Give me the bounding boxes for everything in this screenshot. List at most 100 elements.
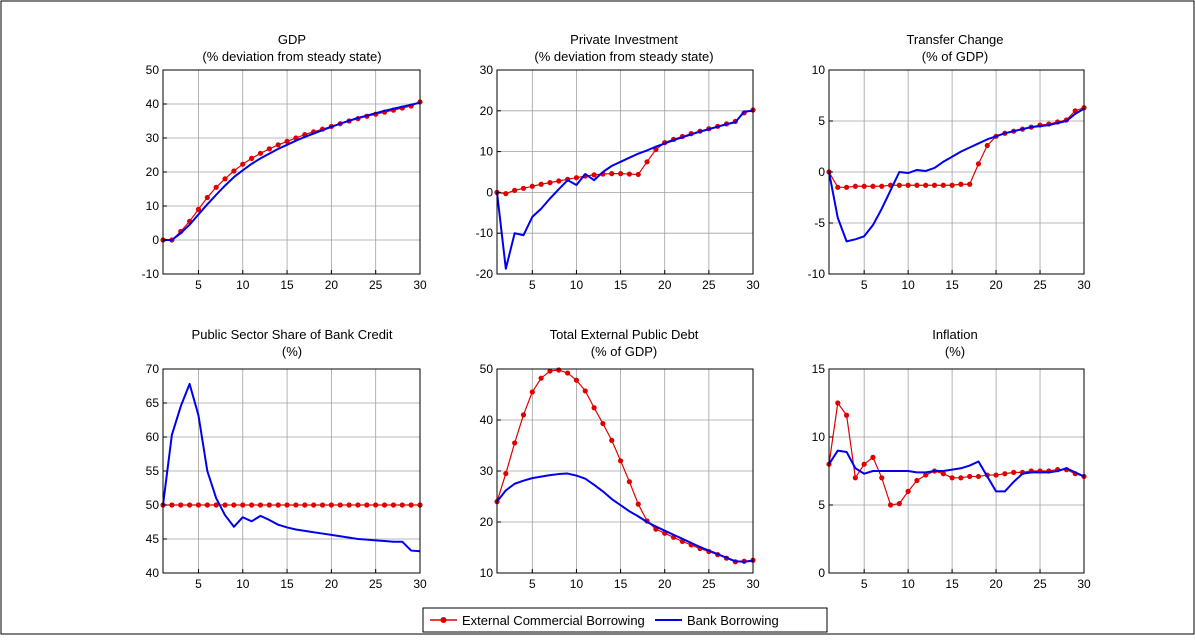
y-tick-label: 10 — [146, 199, 160, 213]
data-point-ecb — [896, 501, 902, 507]
legend-label-ecb: External Commercial Borrowing — [462, 613, 645, 628]
data-point-ecb — [390, 502, 397, 508]
data-point-ecb — [617, 171, 624, 177]
data-point-ecb — [923, 182, 929, 188]
x-tick-label: 25 — [702, 577, 716, 591]
data-point-ecb — [896, 182, 902, 188]
panel-public-sector-share: Public Sector Share of Bank Credit (%) 5… — [146, 327, 427, 591]
data-point-ecb — [940, 182, 946, 188]
x-tick-label: 30 — [1077, 577, 1091, 591]
data-point-ecb — [538, 181, 544, 187]
data-point-ecb — [931, 182, 938, 188]
data-point-ecb — [914, 477, 920, 484]
data-point-ecb — [949, 475, 955, 481]
data-point-ecb — [582, 388, 588, 394]
plot-area: 5 10 15 20 25 30 10 20 30 40 50 — [480, 362, 760, 591]
data-point-ecb — [529, 183, 535, 189]
panel-subtitle: (% deviation from steady state) — [202, 49, 381, 64]
data-point-ecb — [399, 502, 405, 508]
x-tick-label: 15 — [945, 278, 959, 292]
data-point-ecb — [204, 194, 210, 201]
data-point-ecb — [626, 479, 633, 485]
data-point-ecb — [169, 502, 175, 508]
data-point-ecb — [958, 181, 964, 187]
x-tick-label: 30 — [413, 278, 427, 292]
y-tick-label: 50 — [146, 63, 160, 77]
data-point-ecb — [503, 191, 509, 197]
y-tick-label: 60 — [146, 430, 160, 444]
panel-transfer-change: Transfer Change (% of GDP) 5 10 15 20 25 30 -1… — [808, 32, 1091, 292]
panel-title: Total External Public Debt — [550, 327, 699, 342]
plot-area: 5 10 15 20 25 30 -10 -5 0 5 10 — [808, 63, 1091, 292]
data-point-ecb — [249, 155, 255, 161]
data-point-ecb — [266, 502, 272, 508]
data-point-ecb — [600, 420, 606, 427]
y-tick-label: 10 — [812, 63, 826, 77]
data-point-ecb — [609, 437, 615, 443]
data-point-ecb — [843, 412, 850, 418]
panel-title: Public Sector Share of Bank Credit — [192, 327, 393, 342]
panel-gdp: GDP (% deviation from steady state) 5 10 1… — [142, 32, 427, 292]
data-point-ecb — [512, 187, 518, 193]
x-tick-label: 15 — [945, 577, 959, 591]
x-tick-label: 15 — [280, 577, 294, 591]
data-point-ecb — [195, 502, 202, 508]
data-point-ecb — [284, 138, 290, 144]
y-tick-label: 55 — [146, 464, 160, 478]
data-point-ecb — [565, 370, 571, 376]
data-point-ecb — [870, 183, 876, 189]
x-tick-label: 25 — [369, 278, 383, 292]
data-point-ecb — [835, 184, 841, 190]
axes-frame — [828, 368, 1085, 574]
data-point-ecb — [626, 171, 633, 177]
data-point-ecb — [538, 375, 544, 381]
panel-subtitle: (%) — [282, 344, 302, 359]
x-tick-label: 15 — [280, 278, 294, 292]
y-tick-label: 20 — [146, 165, 160, 179]
data-point-ecb — [302, 502, 308, 508]
legend-label-bank: Bank Borrowing — [687, 613, 779, 628]
data-point-ecb — [346, 502, 352, 508]
data-point-ecb — [914, 182, 920, 188]
y-tick-label: 10 — [480, 145, 494, 159]
data-point-ecb — [520, 412, 527, 418]
data-point-ecb — [591, 172, 597, 178]
panel-title: Transfer Change — [906, 32, 1003, 47]
data-point-ecb — [529, 389, 535, 395]
data-point-ecb — [213, 502, 219, 508]
x-tick-label: 10 — [901, 577, 915, 591]
data-point-ecb — [879, 475, 885, 481]
data-point-ecb — [257, 150, 264, 156]
series-line-bank — [162, 382, 421, 553]
series-line-bank — [496, 109, 754, 270]
x-tick-label: 30 — [746, 278, 760, 292]
panel-external-public-debt: Total External Public Debt (% of GDP) 5 1… — [480, 327, 760, 591]
data-point-ecb — [240, 502, 246, 508]
data-point-ecb — [257, 502, 264, 508]
data-point-ecb — [284, 502, 290, 508]
data-point-ecb — [1011, 469, 1017, 475]
data-point-ecb — [337, 502, 343, 508]
data-point-ecb — [940, 471, 946, 477]
x-tick-label: 10 — [236, 577, 250, 591]
y-tick-label: 10 — [480, 566, 494, 580]
data-point-ecb — [556, 367, 562, 373]
x-tick-label: 5 — [529, 577, 536, 591]
y-tick-label: 5 — [818, 114, 825, 128]
panel-subtitle: (% of GDP) — [591, 344, 657, 359]
y-tick-label: 50 — [146, 498, 160, 512]
plot-area: 5 10 15 20 25 30 -10 0 10 20 30 40 50 — [142, 63, 427, 292]
data-point-ecb — [275, 142, 281, 148]
x-tick-label: 20 — [989, 577, 1003, 591]
data-point-ecb — [231, 502, 237, 508]
data-point-ecb — [879, 183, 885, 189]
series-line-bank — [163, 101, 421, 241]
y-tick-label: 30 — [146, 131, 160, 145]
legend-box — [422, 607, 828, 633]
series-line-bank — [496, 472, 754, 563]
data-point-ecb — [591, 405, 597, 411]
data-point-ecb — [293, 502, 299, 508]
data-point-ecb — [617, 458, 624, 464]
